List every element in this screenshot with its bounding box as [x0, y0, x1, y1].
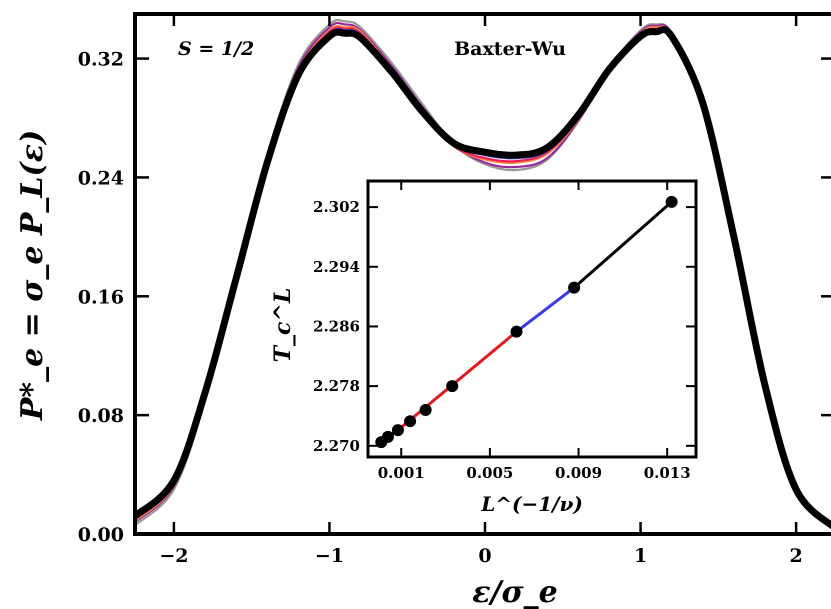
inset-data-point-4	[419, 404, 432, 417]
x-tick-label: −2	[159, 545, 188, 567]
inset-data-point-1	[381, 430, 394, 443]
inset-fit-segment-2	[396, 330, 518, 432]
inset-x-tick-label: 0.013	[644, 464, 691, 482]
inset-data-point-3	[404, 415, 417, 428]
inset-y-axis-label: T_c^L	[270, 288, 296, 363]
inset-x-axis-label: L^(−1/ν)	[480, 492, 583, 516]
main-series-group	[135, 18, 831, 530]
inset-y-tick-label: 2.270	[313, 437, 360, 455]
x-tick-label: −1	[315, 545, 344, 567]
y-tick-label: 0.00	[78, 524, 124, 546]
inset-data-point-7	[568, 281, 581, 294]
inset-x-tick-label: 0.001	[378, 464, 425, 482]
inset-y-tick-label: 2.278	[313, 377, 360, 395]
main-ticks-group: −2 −1 0 1 2 0.00 0.08 0.16 0.24 0.32	[78, 14, 831, 567]
inset-data-point-8	[665, 195, 678, 208]
inset-y-tick-label: 2.286	[313, 317, 360, 335]
y-axis-label: P*_e = σ_e P_L(ε)	[15, 130, 50, 421]
inset-fit-segment-3	[515, 286, 576, 333]
inset-x-tick-label: 0.009	[555, 464, 602, 482]
y-tick-label: 0.16	[78, 286, 124, 308]
inset-y-tick-label: 2.294	[313, 258, 360, 276]
annotation-spin: S = 1/2	[178, 38, 254, 60]
inset-data-point-6	[510, 325, 523, 338]
y-tick-label: 0.24	[78, 167, 124, 189]
series-line-5	[135, 26, 831, 530]
inset-fit-segment-4	[573, 200, 673, 289]
y-tick-label: 0.32	[78, 49, 124, 71]
x-tick-label: 1	[634, 545, 647, 567]
inset-data-point-2	[391, 424, 404, 437]
x-axis-label: ε/σ_e	[472, 575, 557, 609]
inset-content-group: 0.001 0.005 0.009 0.013 2.270 2.278 2.286 2.294…	[313, 181, 696, 482]
x-tick-label: 0	[478, 545, 491, 567]
inset-y-tick-label: 2.302	[313, 198, 360, 216]
y-tick-label: 0.08	[78, 405, 124, 427]
inset-x-tick-label: 0.005	[466, 464, 513, 482]
chart-title: Baxter-Wu	[454, 38, 566, 60]
inset-data-point-5	[446, 380, 459, 393]
x-tick-label: 2	[789, 545, 802, 567]
